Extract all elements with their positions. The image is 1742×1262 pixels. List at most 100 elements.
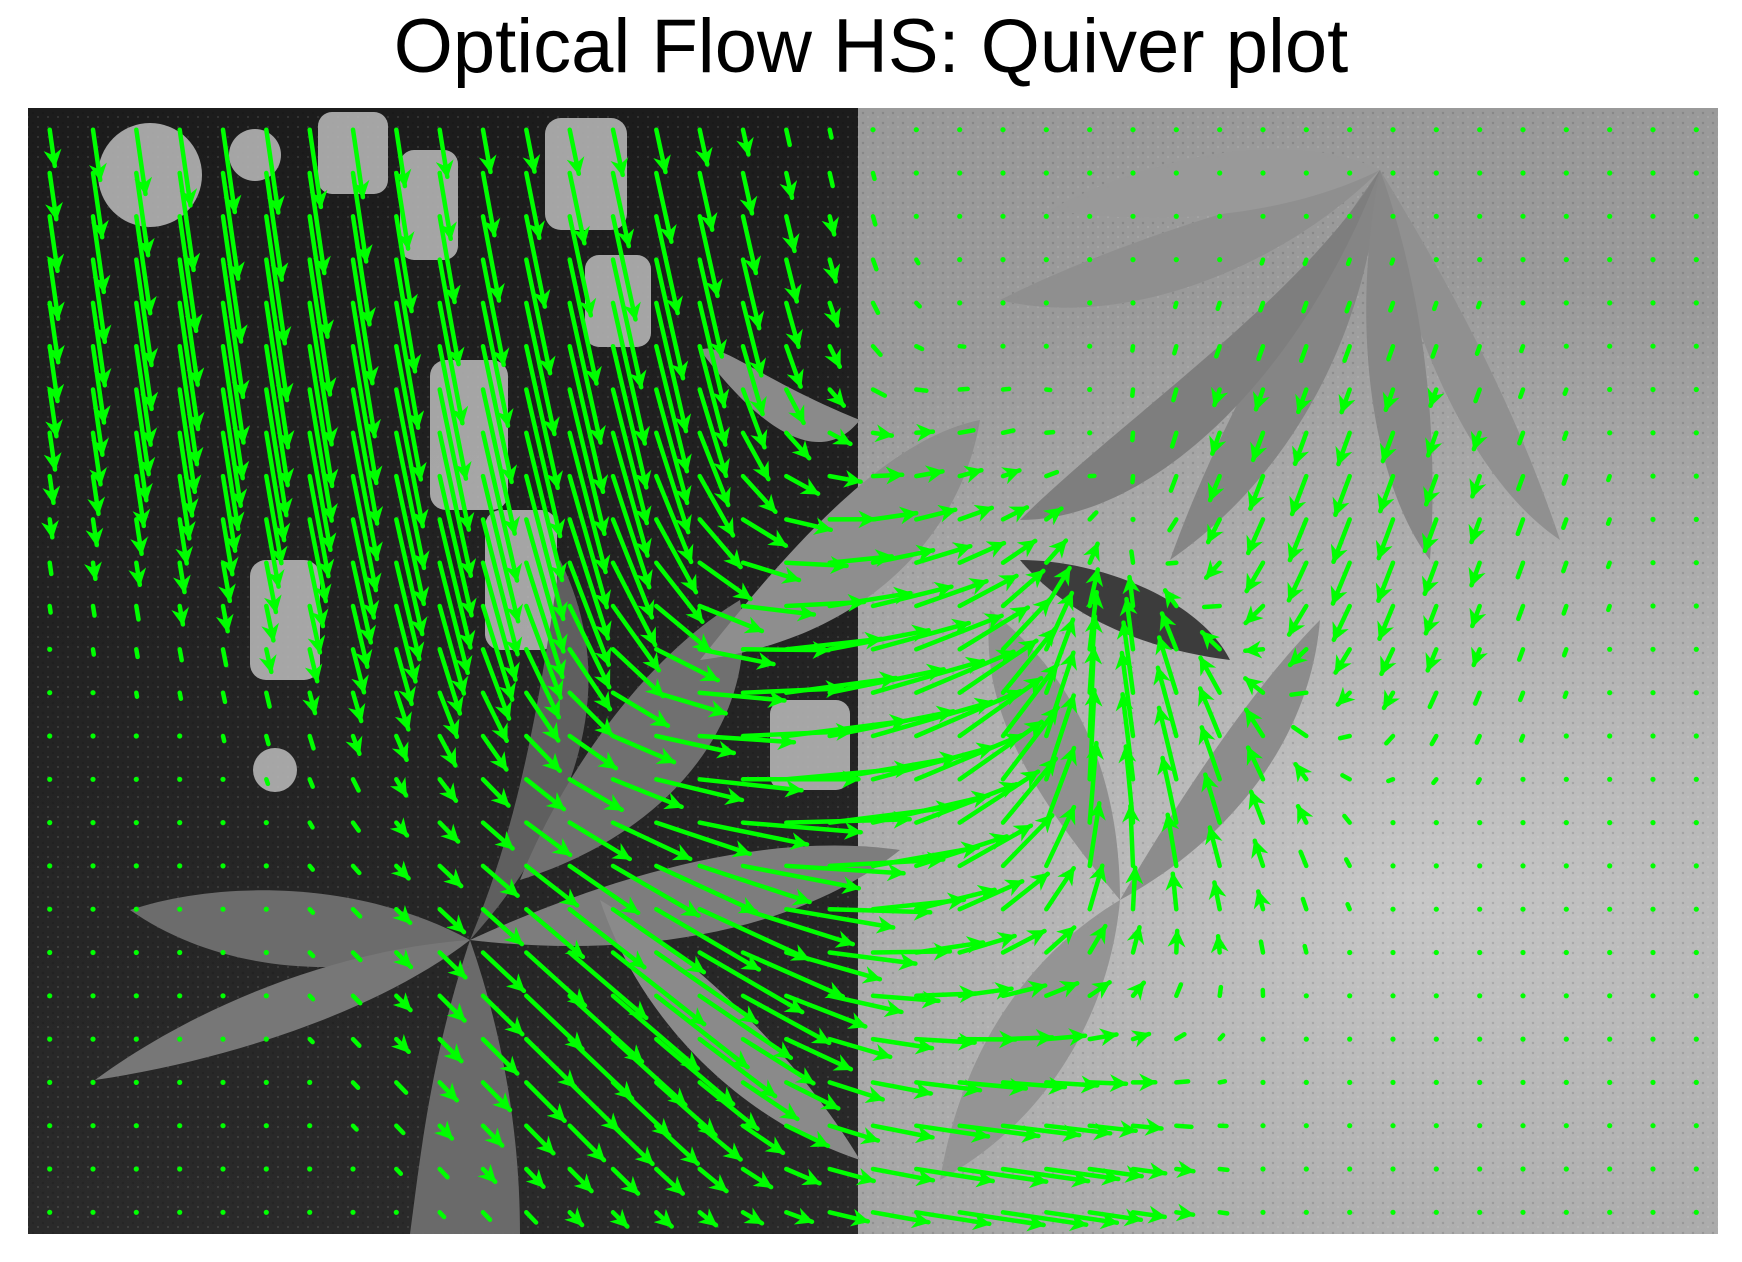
quiver-arrow <box>1174 982 1184 999</box>
quiver-dot <box>220 906 226 912</box>
quiver-dot <box>1000 300 1006 306</box>
quiver-arrow <box>784 1207 815 1225</box>
quiver-arrow <box>130 517 149 557</box>
quiver-arrow <box>1343 857 1352 869</box>
quiver-arrow <box>610 560 658 648</box>
quiver-arrow <box>1000 596 1053 652</box>
quiver-dot <box>1563 127 1569 133</box>
quiver-dot <box>350 1166 356 1172</box>
quiver-dot <box>1303 1036 1309 1042</box>
quiver-dot <box>1650 127 1656 133</box>
quiver-arrow <box>827 549 894 567</box>
quiver-arrow <box>350 820 361 833</box>
quiver-dot <box>47 863 53 869</box>
quiver-dot <box>1650 386 1656 393</box>
quiver-arrow <box>434 1120 455 1141</box>
quiver-arrow <box>610 127 629 178</box>
quiver-arrow <box>1605 517 1612 526</box>
quiver-arrow <box>1475 777 1482 785</box>
quiver-dot <box>1693 646 1699 652</box>
quiver-arrow <box>437 603 469 696</box>
quiver-arrow <box>610 343 652 490</box>
quiver-arrow <box>1561 560 1569 574</box>
quiver-arrow <box>394 690 412 732</box>
quiver-arrow <box>261 603 279 643</box>
quiver-dot <box>1607 1123 1613 1129</box>
quiver-arrow <box>177 343 204 467</box>
quiver-arrow <box>134 300 159 412</box>
quiver-dot <box>177 1166 183 1172</box>
quiver-arrow <box>697 820 810 850</box>
quiver-arrow <box>350 647 369 695</box>
quiver-arrow <box>480 473 524 624</box>
quiver-dot <box>1650 906 1656 912</box>
quiver-dot <box>1650 733 1656 739</box>
quiver-dot <box>1130 516 1136 523</box>
quiver-arrow <box>264 214 292 346</box>
quiver-arrow <box>389 776 409 798</box>
quiver-arrow <box>654 517 699 595</box>
quiver-arrow <box>697 343 730 447</box>
quiver-arrow <box>1338 387 1356 415</box>
quiver-dot <box>90 906 96 912</box>
quiver-arrow <box>1332 473 1352 518</box>
quiver-dot <box>1607 1079 1613 1085</box>
quiver-arrow <box>957 1123 1041 1143</box>
quiver-arrow <box>394 1166 404 1176</box>
quiver-arrow <box>391 733 409 763</box>
quiver-dot <box>350 1209 356 1215</box>
quiver-dot <box>1433 906 1439 912</box>
quiver-arrow <box>957 879 1025 912</box>
quiver-arrow <box>1217 1079 1228 1085</box>
quiver-arrow <box>307 430 337 553</box>
quiver-dot <box>1693 170 1699 176</box>
quiver-arrow <box>134 214 157 316</box>
quiver-arrow <box>870 1166 936 1187</box>
quiver-dot <box>1693 127 1699 133</box>
quiver-arrow <box>1044 429 1056 436</box>
quiver-arrow <box>610 170 635 249</box>
quiver-dot <box>1650 776 1656 782</box>
quiver-arrow <box>1205 825 1223 869</box>
quiver-dot <box>1520 170 1526 176</box>
quiver-dot <box>1607 1166 1613 1172</box>
quiver-arrow <box>870 387 888 398</box>
quiver-arrow <box>740 820 863 840</box>
quiver-dot <box>1477 213 1483 219</box>
quiver-dot <box>1433 1123 1439 1129</box>
quiver-dot <box>1650 1123 1656 1129</box>
quiver-dot <box>1000 127 1006 133</box>
quiver-arrow <box>350 863 362 876</box>
quiver-arrow <box>697 430 731 508</box>
quiver-dot <box>1477 906 1483 912</box>
quiver-arrow <box>1207 473 1225 503</box>
quiver-arrow <box>220 517 239 577</box>
quiver-arrow <box>1217 1032 1226 1042</box>
quiver-arrow <box>567 300 606 445</box>
quiver-arrow <box>175 517 194 566</box>
quiver-dot <box>1607 257 1613 263</box>
quiver-dot <box>90 776 96 782</box>
quiver-arrow <box>437 820 461 844</box>
quiver-arrow <box>264 387 293 518</box>
quiver-arrow <box>43 127 62 169</box>
quiver-arrow <box>654 993 750 1070</box>
quiver-arrow <box>1243 707 1266 739</box>
quiver-arrow <box>740 1080 800 1122</box>
quiver-arrow <box>1172 300 1179 310</box>
quiver-arrow <box>1044 925 1077 955</box>
quiver-dot <box>1087 213 1093 219</box>
quiver-dot <box>307 1166 313 1172</box>
quiver-arrow <box>567 430 611 575</box>
quiver-arrow <box>437 950 468 980</box>
quiver-arrow <box>957 932 1017 955</box>
quiver-arrow <box>1000 813 1055 869</box>
quiver-dot <box>1477 257 1483 263</box>
quiver-arrow <box>784 950 883 984</box>
quiver-dot <box>1433 1166 1439 1172</box>
quiver-dot <box>133 1123 139 1129</box>
quiver-arrow <box>1291 724 1309 739</box>
quiver-dot <box>1650 690 1656 696</box>
quiver-dot <box>1650 170 1656 176</box>
quiver-arrow <box>1087 1208 1144 1227</box>
